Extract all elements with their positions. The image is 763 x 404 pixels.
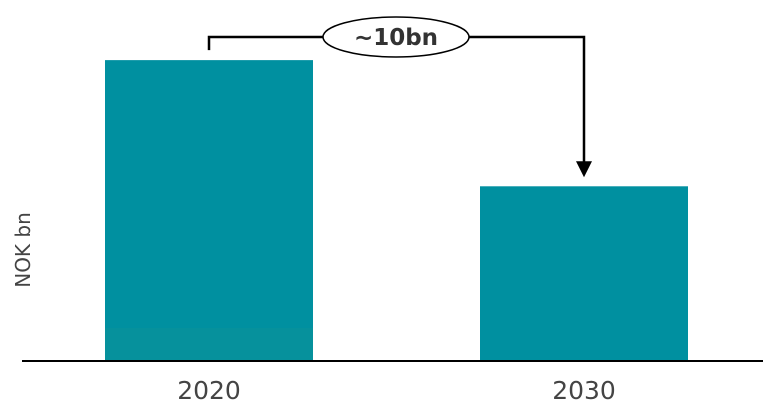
x-tick-label-2020: 2020	[177, 376, 241, 404]
difference-label-oval	[322, 16, 470, 58]
difference-callout: ~10bn	[207, 16, 592, 178]
difference-arrowhead	[576, 161, 592, 178]
y-axis-label: NOK bn	[11, 212, 35, 288]
x-tick-label-2030: 2030	[552, 376, 616, 404]
bar-2020-band	[105, 328, 313, 361]
bar-2030	[480, 186, 688, 361]
difference-label: ~10bn	[354, 25, 438, 51]
bar-2020	[105, 60, 313, 361]
